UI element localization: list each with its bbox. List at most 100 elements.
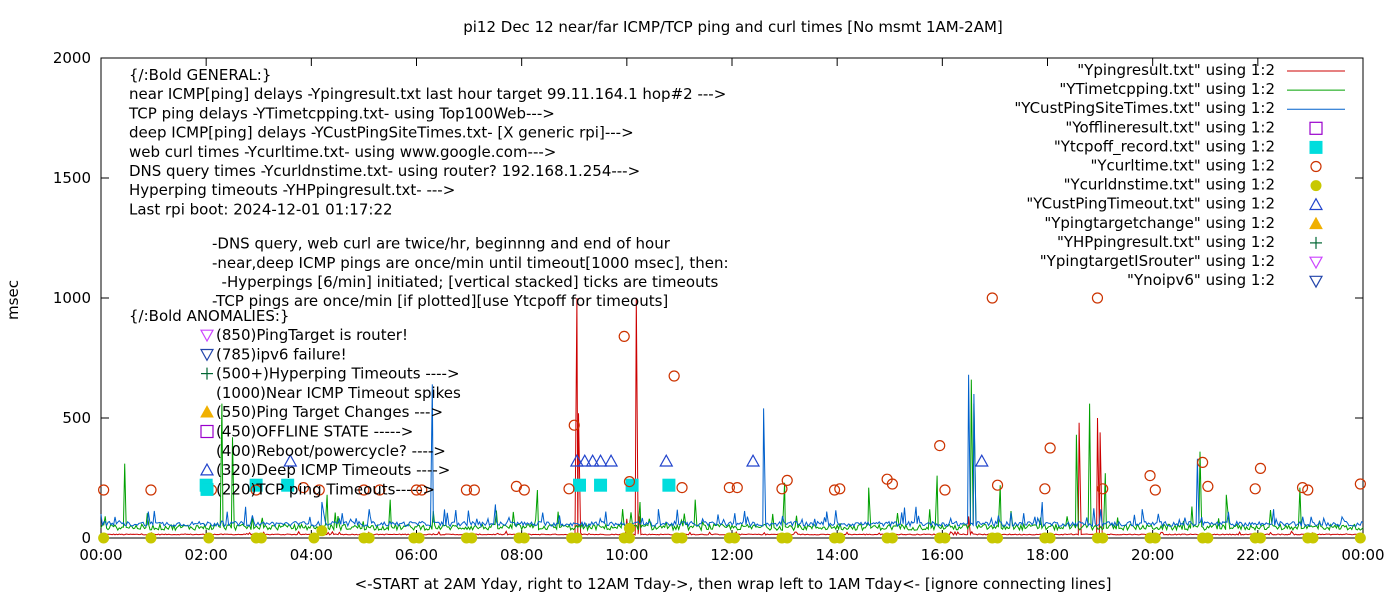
anomaly-marker [199,329,215,343]
y-tick-label: 500 [62,409,91,427]
data-point [281,478,295,492]
x-tick-label: 08:00 [500,546,543,564]
data-point [283,453,298,467]
x-axis-label: <-START at 2AM Yday, right to 12AM Tday-… [355,575,1112,593]
data-point [781,532,793,544]
anomaly-line: (550)Ping Target Changes ---> [216,403,443,421]
data-point [834,483,846,495]
annotation-note: -Hyperpings [6/min] initiated; [vertical… [212,273,718,291]
data-point [98,484,110,496]
data-point [886,532,898,544]
annotation-note: -DNS query, web curl are twice/hr, begin… [212,235,671,253]
data-point [939,532,951,544]
data-point [746,453,761,467]
data-point [416,484,428,496]
annotation-line: TCP ping delays -YTimetcpping.txt- using… [128,104,555,122]
data-point [986,292,998,304]
legend-marker-swatch [1310,180,1322,192]
data-point [623,532,635,544]
data-point [1149,484,1161,496]
chart-title: pi12 Dec 12 near/far ICMP/TCP ping and c… [463,18,1003,36]
data-point [1097,483,1109,495]
legend-marker-swatch [1308,256,1324,270]
data-point [569,453,584,467]
data-point [991,479,1004,491]
data-point [518,484,530,496]
data-point [203,532,215,544]
anomaly-line: (785)ipv6 failure! [216,345,347,363]
legend-label: "Ynoipv6" using 1:2 [1127,271,1275,289]
data-point [358,484,370,496]
data-point [573,478,587,492]
annotation-line: DNS query times -Ycurldnstime.txt- using… [129,162,640,180]
annotation-line: web curl times -Ycurltime.txt- using www… [129,143,556,161]
annotation-note: -near,deep ICMP pings are once/min until… [212,254,729,272]
legend-label: "Yofflineresult.txt" using 1:2 [1065,118,1275,136]
data-point [1144,470,1156,482]
anomaly-marker [200,405,214,418]
data-point [992,532,1004,544]
data-point [250,484,262,496]
anomaly-line: (850)PingTarget is router! [216,326,408,344]
data-point [145,532,157,544]
legend-label: "YHPpingresult.txt" using 1:2 [1057,233,1275,251]
data-point [668,370,680,382]
data-point [934,440,946,452]
data-point [410,484,423,496]
data-point [1307,532,1319,544]
data-point [676,482,688,494]
anomaly-line: (220)TCP ping Timeouts-----> [216,480,435,498]
data-point [594,478,608,492]
data-point [731,482,743,494]
legend-label: "YCustPingSiteTimes.txt" using 1:2 [1014,99,1275,117]
data-point [1254,462,1267,474]
data-point [1249,483,1261,495]
legend: "Ypingresult.txt" using 1:2"YTimetcpping… [1014,61,1345,289]
series-line [100,374,1364,528]
data-point [466,532,478,544]
x-tick-label: 02:00 [185,546,228,564]
y-tick-label: 1500 [53,169,91,187]
x-tick-label: 14:00 [816,546,859,564]
anomaly-line: (320)Deep ICMP Timeouts ----> [216,461,450,479]
legend-label: "YTimetcpping.txt" using 1:2 [1059,80,1275,98]
x-tick-label: 00:00 [79,546,122,564]
x-tick-label: 22:00 [1236,546,1279,564]
data-point [316,525,328,537]
data-point [886,478,898,490]
legend-label: "YCustPingTimeout.txt" using 1:2 [1026,195,1275,213]
anomaly-line: (400)Reboot/powercycle? ----> [216,442,446,460]
x-tick-label: 04:00 [290,546,333,564]
y-tick-label: 2000 [53,49,91,67]
data-point [145,484,157,496]
anomaly-marker [200,424,214,439]
anomaly-marker [199,462,215,476]
data-point [729,532,741,544]
legend-label: "Ytcpoff_record.txt" using 1:2 [1054,137,1275,156]
data-point [1097,532,1109,544]
data-point [623,476,636,488]
x-tick-label: 10:00 [605,546,648,564]
y-tick-label: 1000 [53,289,91,307]
data-point [1039,483,1051,495]
data-point [1202,532,1214,544]
legend-label: "Ycurldnstime.txt" using 1:2 [1064,176,1275,194]
legend-label: "Ypingtargetchange" using 1:2 [1044,214,1275,232]
data-point [255,532,267,544]
legend-marker-swatch [1309,140,1323,154]
annotation-line: near ICMP[ping] delays -Ypingresult.txt … [129,85,726,103]
data-point [1254,532,1266,544]
data-point [974,453,989,467]
data-point [662,478,676,492]
legend-marker-swatch [1308,197,1324,211]
data-point [1354,532,1366,544]
data-point [297,482,310,494]
y-tick-label: 0 [81,529,91,547]
legend-label: "Ycurltime.txt" using 1:2 [1090,157,1275,175]
legend-marker-swatch [1309,121,1323,135]
data-point [568,419,580,431]
data-point [563,483,575,495]
data-point [468,484,480,496]
data-point [593,453,608,467]
